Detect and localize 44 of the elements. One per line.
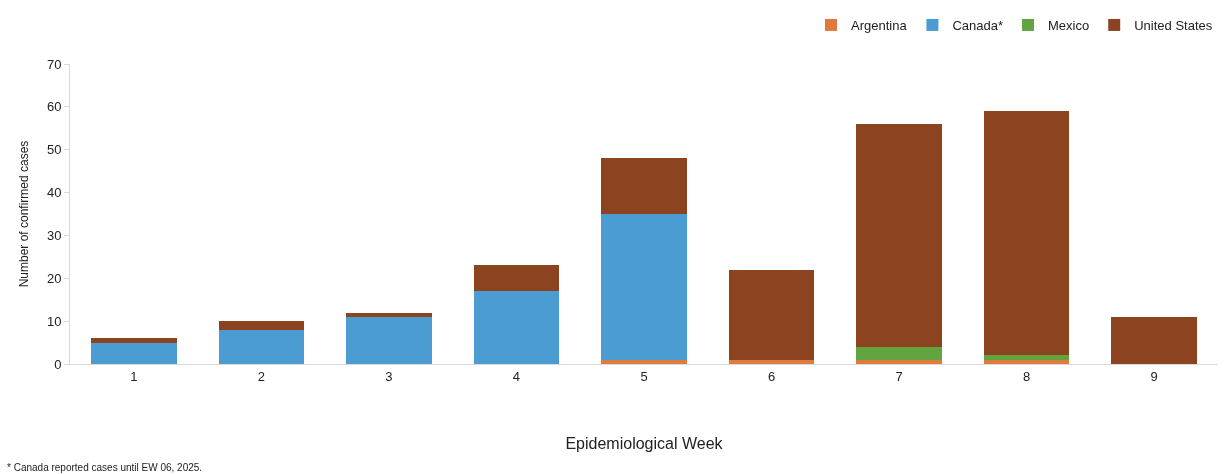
legend-label: Argentina <box>851 18 908 34</box>
bar <box>728 269 815 360</box>
x-tick-label: 6 <box>767 368 776 384</box>
text: * Canada reported cases until EW 06, 2025. <box>7 462 203 473</box>
x-tick-label: 4 <box>512 368 521 384</box>
y-tick-label: 70 <box>46 56 62 72</box>
bar <box>601 214 687 360</box>
bar <box>856 359 942 364</box>
bar <box>983 359 1070 364</box>
y-tick-label: 0 <box>54 356 62 372</box>
bar <box>983 111 1070 356</box>
bar <box>346 312 432 317</box>
y-tick-label: 20 <box>46 270 62 286</box>
x-tick-label: 5 <box>640 368 648 384</box>
bar <box>91 342 177 364</box>
y-tick-label: 40 <box>46 185 62 201</box>
bar <box>983 355 1070 360</box>
bar <box>91 338 177 343</box>
y-axis-title: Number of confirmed cases <box>17 140 32 288</box>
y-tick-label: 50 <box>46 142 62 158</box>
x-tick-label: 7 <box>895 368 903 384</box>
bar <box>473 291 560 364</box>
bar <box>856 124 942 347</box>
bar <box>1111 316 1197 364</box>
bar <box>601 359 687 364</box>
bar <box>218 321 305 330</box>
x-tick-label: 1 <box>130 368 138 384</box>
x-tick-label: 2 <box>257 368 265 384</box>
legend-label: Canada* <box>952 18 1004 34</box>
bar <box>346 316 432 364</box>
legend-label: Mexico <box>1048 18 1090 34</box>
bar <box>473 265 560 292</box>
y-tick-label: 30 <box>46 227 62 243</box>
x-tick-label: 9 <box>1150 368 1158 384</box>
y-tick-label: 10 <box>46 313 62 329</box>
x-tick-label: 3 <box>385 368 393 384</box>
bar <box>218 329 305 364</box>
bar <box>728 359 815 364</box>
bar <box>856 346 942 360</box>
x-axis-title: Epidemiological Week <box>565 435 724 453</box>
y-tick-label: 60 <box>46 99 62 115</box>
legend-label: United States <box>1134 18 1213 34</box>
bar <box>601 158 687 214</box>
x-tick-label: 8 <box>1023 368 1031 384</box>
